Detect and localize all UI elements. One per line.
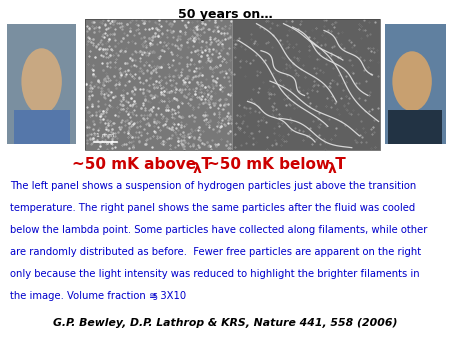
Bar [14,110,69,144]
Text: The left panel shows a suspension of hydrogen particles just above the transitio: The left panel shows a suspension of hyd… [10,181,416,191]
Text: G.P. Bewley, D.P. Lathrop & KRS, Nature 441, 558 (2006): G.P. Bewley, D.P. Lathrop & KRS, Nature … [53,318,397,328]
Text: the image. Volume fraction ≅ 3X10: the image. Volume fraction ≅ 3X10 [10,291,186,301]
Text: λ: λ [328,162,336,176]
Text: ~50 mK above T: ~50 mK above T [72,158,211,172]
Ellipse shape [392,51,432,111]
Text: ~50 mK below T: ~50 mK below T [207,158,346,172]
Ellipse shape [22,48,62,114]
Text: temperature. The right panel shows the same particles after the fluid was cooled: temperature. The right panel shows the s… [10,203,415,213]
Bar [7,24,77,144]
Text: below the lambda point. Some particles have collected along filaments, while oth: below the lambda point. Some particles h… [10,225,427,235]
Bar [385,24,446,144]
Text: 1 mm: 1 mm [96,133,114,138]
Text: 50 years on…: 50 years on… [178,8,272,21]
Text: only because the light intensity was reduced to highlight the brighter filaments: only because the light intensity was red… [10,269,419,279]
Bar [85,19,380,150]
Bar [232,19,380,150]
Text: -5: -5 [151,293,158,303]
Text: are randomly distributed as before.  Fewer free particles are apparent on the ri: are randomly distributed as before. Fewe… [10,247,421,257]
Bar [388,110,442,144]
Text: λ: λ [193,162,201,176]
Bar [85,19,232,150]
